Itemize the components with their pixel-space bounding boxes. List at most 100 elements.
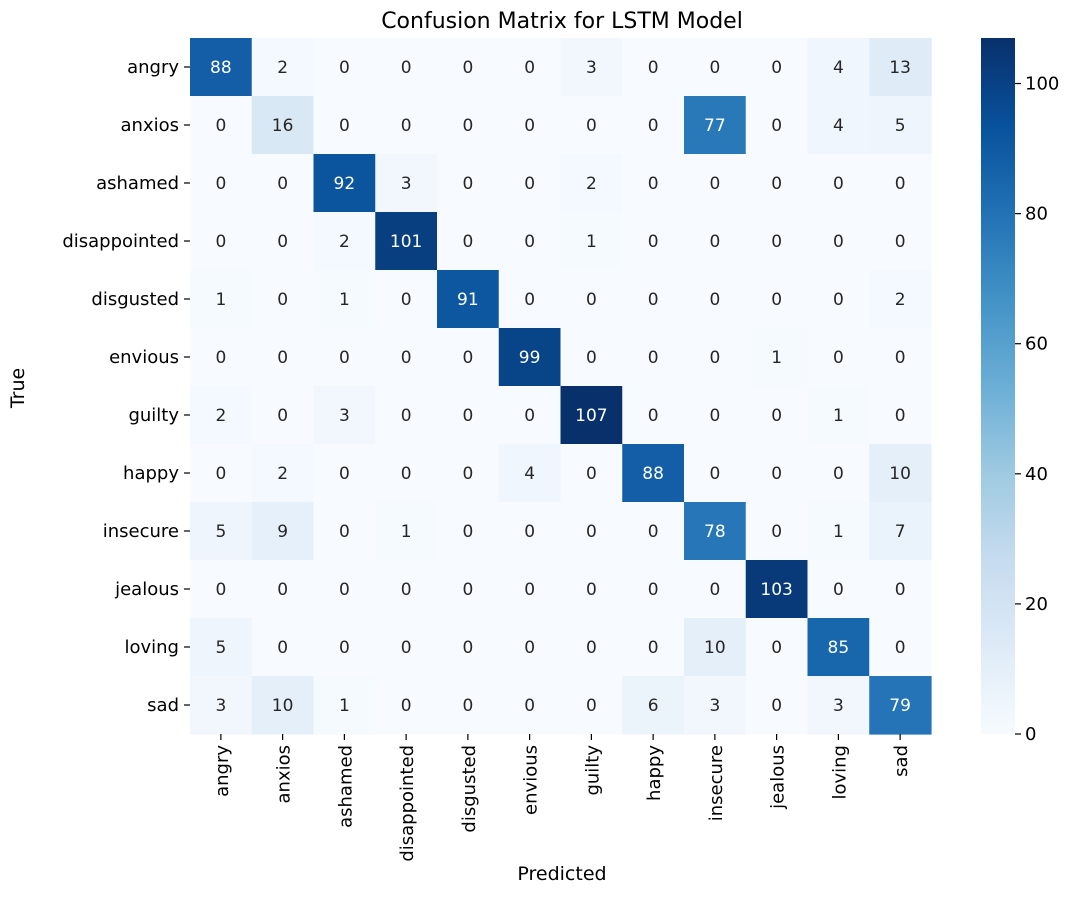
- cell-value-label: 0: [771, 406, 782, 426]
- heatmap-cell: [684, 328, 747, 387]
- heatmap-cell: [560, 328, 623, 387]
- cell-value-label: 0: [771, 696, 782, 716]
- heatmap-cell: [498, 38, 562, 97]
- cell-value-label: 0: [215, 580, 226, 600]
- heatmap-cell: [684, 38, 747, 97]
- heatmap-cell: [684, 212, 747, 271]
- cell-value-label: 0: [339, 580, 350, 600]
- heatmap-cell: [375, 328, 438, 387]
- cell-value-label: 0: [586, 696, 597, 716]
- heatmap-cell: [684, 444, 747, 503]
- heatmap-cell: [251, 386, 315, 445]
- heatmap-cell: [190, 270, 253, 329]
- cell-value-label: 0: [462, 232, 473, 252]
- cell-value-label: 0: [771, 522, 782, 542]
- cell-value-label: 5: [215, 522, 226, 542]
- heatmap-cell: [622, 502, 685, 561]
- cell-value-label: 0: [524, 290, 535, 310]
- y-tick-label: insecure: [103, 521, 179, 542]
- cell-value-label: 0: [586, 580, 597, 600]
- heatmap-cell: [745, 212, 809, 271]
- heatmap-cell: [190, 212, 253, 271]
- cell-value-label: 0: [401, 464, 412, 484]
- cell-value-label: 4: [524, 464, 535, 484]
- cell-value-label: 78: [704, 522, 726, 542]
- x-tick-label: disgusted: [459, 745, 480, 833]
- heatmap-cell: [375, 502, 438, 561]
- y-tick-label: guilty: [128, 405, 179, 426]
- heatmap-cell: [498, 444, 562, 503]
- heatmap-cell: [560, 96, 623, 155]
- heatmap-cells: 88 2 0 0 0 0 3 0 0 0 4 130 16 0 0 0 0 0 0 77 0 4 50 0 92 3 0 0 2 0 0 0 0…: [190, 38, 932, 735]
- heatmap-cell: [622, 444, 685, 503]
- heatmap-cell: [622, 212, 685, 271]
- heatmap-cell: [622, 386, 685, 445]
- heatmap-cell: [560, 502, 623, 561]
- cell-value-label: 107: [575, 406, 607, 426]
- cell-value-label: 0: [462, 348, 473, 368]
- heatmap-cell: [313, 96, 376, 155]
- heatmap-cell: [251, 444, 315, 503]
- heatmap-cell: [807, 502, 870, 561]
- heatmap-cell: [190, 560, 253, 619]
- cell-value-label: 0: [771, 290, 782, 310]
- x-tick-label: loving: [829, 745, 850, 800]
- cell-value-label: 0: [524, 580, 535, 600]
- heatmap-cell: [807, 618, 870, 677]
- heatmap-cell: [869, 154, 932, 213]
- heatmap-cell: [375, 386, 438, 445]
- cell-value-label: 1: [586, 232, 597, 252]
- cell-value-label: 2: [339, 232, 350, 252]
- cell-value-label: 1: [833, 406, 844, 426]
- heatmap-cell: [498, 328, 562, 387]
- cell-value-label: 0: [462, 58, 473, 78]
- y-tick-label: ashamed: [96, 173, 179, 194]
- cell-value-label: 88: [642, 464, 664, 484]
- cell-value-label: 0: [277, 174, 288, 194]
- cell-value-label: 0: [771, 232, 782, 252]
- cell-value-label: 0: [462, 464, 473, 484]
- cell-value-label: 0: [462, 174, 473, 194]
- colorbar: [981, 38, 1015, 734]
- cell-value-label: 0: [709, 406, 720, 426]
- cell-value-label: 0: [833, 232, 844, 252]
- cell-value-label: 0: [524, 696, 535, 716]
- heatmap-cell: [313, 270, 376, 329]
- cell-value-label: 0: [462, 638, 473, 658]
- heatmap-cell: [375, 96, 438, 155]
- cell-value-label: 0: [709, 58, 720, 78]
- x-tick-label: guilty: [582, 745, 603, 796]
- heatmap-cell: [745, 386, 809, 445]
- heatmap-cell: [251, 38, 315, 97]
- heatmap-cell: [745, 328, 809, 387]
- heatmap-cell: [251, 96, 315, 155]
- y-axis-ticks: angry anxios ashamed disappointed disgusted e…: [62, 57, 190, 716]
- heatmap-cell: [684, 502, 747, 561]
- heatmap-cell: [745, 502, 809, 561]
- cell-value-label: 10: [272, 696, 294, 716]
- cell-value-label: 5: [895, 116, 906, 136]
- heatmap-cell: [498, 270, 562, 329]
- x-tick-label: angry: [212, 745, 233, 797]
- cell-value-label: 0: [709, 348, 720, 368]
- cell-value-label: 0: [586, 638, 597, 658]
- cell-value-label: 0: [524, 522, 535, 542]
- cell-value-label: 77: [704, 116, 726, 136]
- cell-value-label: 0: [215, 116, 226, 136]
- heatmap-cell: [622, 618, 685, 677]
- cell-value-label: 4: [833, 116, 844, 136]
- cell-value-label: 0: [648, 348, 659, 368]
- heatmap-cell: [437, 444, 500, 503]
- heatmap-cell: [560, 444, 623, 503]
- heatmap-cell: [437, 618, 500, 677]
- x-tick-label: envious: [521, 745, 542, 815]
- cell-value-label: 0: [648, 116, 659, 136]
- heatmap-cell: [251, 270, 315, 329]
- heatmap-cell: [190, 328, 253, 387]
- heatmap-cell: [807, 676, 870, 735]
- cell-value-label: 88: [210, 58, 232, 78]
- cell-value-label: 0: [524, 116, 535, 136]
- cell-value-label: 1: [771, 348, 782, 368]
- heatmap-cell: [807, 328, 870, 387]
- heatmap-cell: [560, 38, 623, 97]
